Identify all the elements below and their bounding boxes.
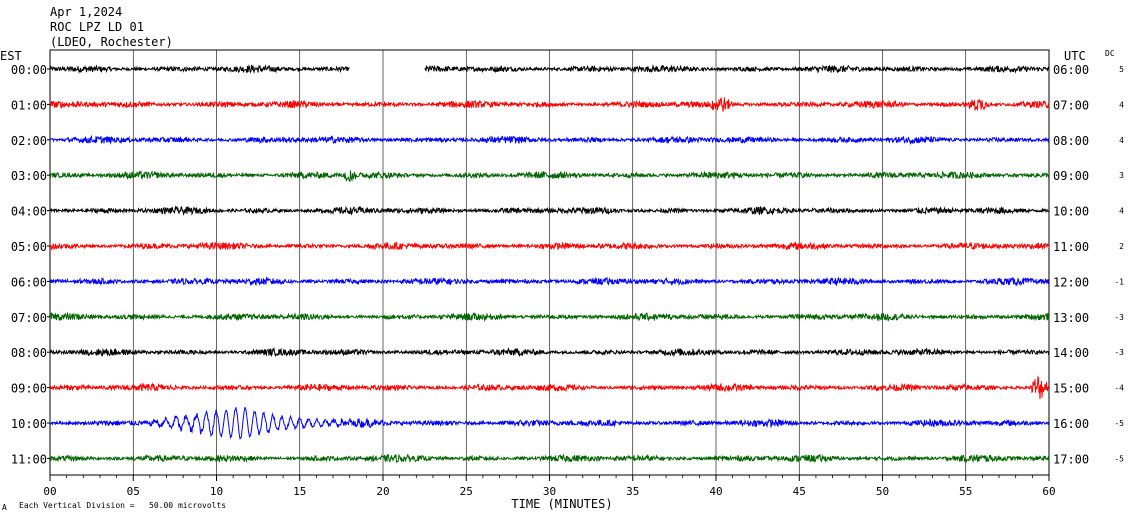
header-network: (LDEO, Rochester) [50, 35, 173, 49]
dc-value: 4 [1119, 100, 1124, 109]
x-tick-label-15: 15 [293, 485, 306, 498]
trace-0900 [49, 375, 1050, 400]
trace-0100 [49, 97, 1050, 112]
header-date: Apr 1,2024 [50, 5, 122, 19]
utc-axis-title: UTC [1064, 49, 1086, 63]
dc-value: -3 [1114, 348, 1124, 357]
utc-label: 16:00 [1053, 417, 1089, 431]
x-tick-label-55: 55 [959, 485, 972, 498]
utc-label: 09:00 [1053, 169, 1089, 183]
trace-0500 [49, 241, 1050, 251]
dc-value: -4 [1114, 384, 1124, 393]
trace-0800 [49, 346, 1050, 358]
est-label: 02:00 [11, 134, 47, 148]
est-label: 11:00 [11, 452, 47, 466]
trace-0400 [49, 205, 1050, 216]
trace-1000 [49, 406, 1050, 440]
est-label: 03:00 [11, 169, 47, 183]
x-tick-label-50: 50 [876, 485, 889, 498]
est-label: 00:00 [11, 63, 47, 77]
x-tick-label-45: 45 [793, 485, 806, 498]
grid-lines [132, 50, 967, 475]
dc-value: 3 [1119, 171, 1124, 180]
scale-note: Each Vertical Division = 50.00 microvolt… [19, 501, 226, 510]
utc-label: 08:00 [1053, 134, 1089, 148]
trace-0700 [49, 311, 1050, 323]
corner-mark: A [2, 503, 7, 512]
utc-label: 14:00 [1053, 346, 1089, 360]
est-label: 04:00 [11, 205, 47, 219]
est-label: 06:00 [11, 275, 47, 289]
utc-label: 06:00 [1053, 63, 1089, 77]
est-label: 01:00 [11, 98, 47, 112]
x-tick-label-40: 40 [709, 485, 722, 498]
trace-0200 [49, 134, 1050, 146]
utc-label: 17:00 [1053, 452, 1089, 466]
est-axis-title: EST [0, 49, 22, 63]
x-axis-label: TIME (MINUTES) [511, 497, 612, 511]
dc-value: 4 [1119, 207, 1124, 216]
utc-label: 13:00 [1053, 311, 1089, 325]
utc-label: 10:00 [1053, 205, 1089, 219]
row-labels: 00:00 06:00 5 01:00 07:00 4 02:00 08:00 4 03:00 09… [11, 63, 1124, 466]
x-tick-label-20: 20 [376, 485, 389, 498]
x-tick-label-05: 05 [127, 485, 140, 498]
utc-label: 07:00 [1053, 98, 1089, 112]
x-tick-label-25: 25 [460, 485, 473, 498]
dc-value: -3 [1114, 313, 1124, 322]
x-tick-label-30: 30 [543, 485, 556, 498]
dc-value: -5 [1114, 419, 1124, 428]
utc-label: 15:00 [1053, 382, 1089, 396]
utc-label: 11:00 [1053, 240, 1089, 254]
x-axis-ticks: 00 05 10 15 20 25 30 35 40 45 50 55 60 [43, 475, 1056, 498]
header-station: ROC LPZ LD 01 [50, 20, 144, 34]
x-tick-label-60: 60 [1042, 485, 1055, 498]
dc-column-title: DC [1105, 49, 1115, 58]
utc-label: 12:00 [1053, 275, 1089, 289]
trace-1100 [49, 453, 1050, 464]
est-label: 05:00 [11, 240, 47, 254]
x-tick-label-00: 00 [43, 485, 56, 498]
trace-group [49, 64, 1050, 464]
est-label: 10:00 [11, 417, 47, 431]
x-tick-label-35: 35 [626, 485, 639, 498]
dc-value: -5 [1114, 454, 1124, 463]
trace-0300 [49, 170, 1050, 182]
trace-0600 [49, 276, 1050, 287]
trace-0000 [49, 64, 1050, 74]
dc-value: -1 [1114, 277, 1124, 286]
est-label: 07:00 [11, 311, 47, 325]
dc-value: 5 [1119, 65, 1124, 74]
x-tick-label-10: 10 [210, 485, 223, 498]
dc-value: 2 [1119, 242, 1124, 251]
est-label: 09:00 [11, 382, 47, 396]
dc-value: 4 [1119, 136, 1124, 145]
est-label: 08:00 [11, 346, 47, 360]
